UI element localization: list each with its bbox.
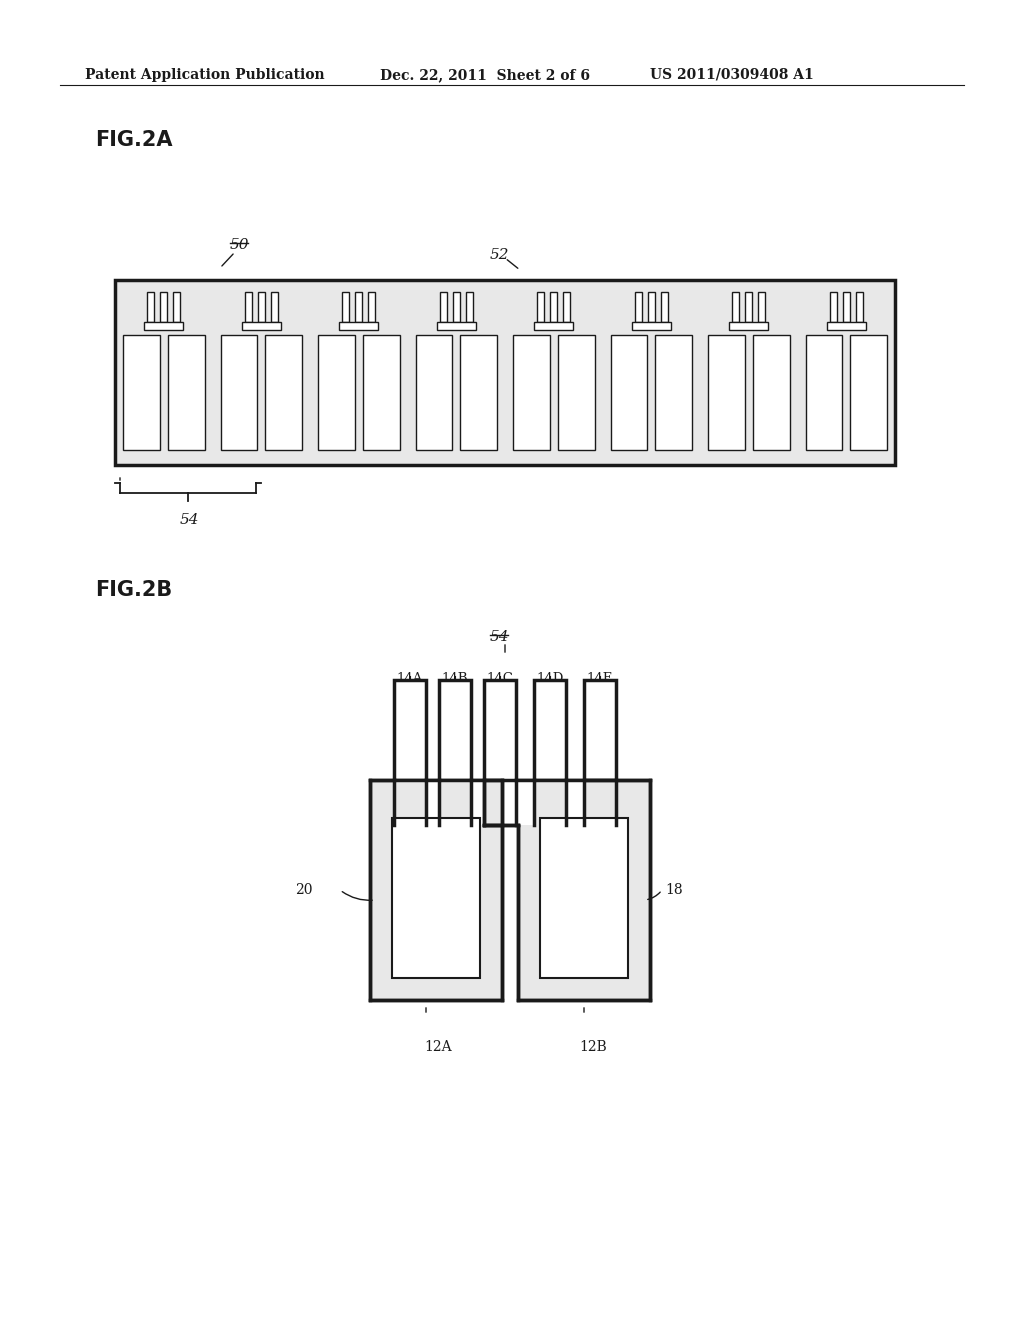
Bar [535,322,573,330]
Bar [584,680,616,780]
Bar [369,292,375,322]
Bar [540,818,628,978]
Bar [745,292,753,322]
Bar [460,335,497,450]
Bar [392,818,480,978]
Text: 14E: 14E [587,672,613,685]
Bar [439,292,446,322]
Text: 50: 50 [230,238,250,252]
Bar [826,322,865,330]
Text: 52: 52 [490,248,510,261]
Text: 18: 18 [665,883,683,898]
Bar [242,322,281,330]
Bar [635,292,642,322]
Text: Patent Application Publication: Patent Application Publication [85,69,325,82]
Bar [538,292,544,322]
Text: 12A: 12A [424,1040,452,1053]
Bar [270,292,278,322]
Text: 14A: 14A [397,672,423,685]
Bar [732,292,739,322]
Bar [567,780,583,825]
Bar [173,292,180,322]
Text: US 2011/0309408 A1: US 2011/0309408 A1 [650,69,814,82]
Text: 14B: 14B [441,672,468,685]
Text: FIG.2A: FIG.2A [95,129,172,150]
Bar [362,335,399,450]
Bar [518,780,650,1001]
Bar [115,280,895,465]
Bar [123,335,160,450]
Bar [550,292,557,322]
Bar [144,322,183,330]
Bar [563,292,570,322]
Bar [439,680,471,780]
Bar [168,335,205,450]
Bar [342,292,349,322]
Text: 12B: 12B [579,1040,607,1053]
Bar [318,335,354,450]
Bar [427,780,438,825]
Text: Dec. 22, 2011  Sheet 2 of 6: Dec. 22, 2011 Sheet 2 of 6 [380,69,590,82]
Bar [806,335,843,450]
Bar [843,292,850,322]
Text: 14C: 14C [486,672,513,685]
Bar [632,322,671,330]
Text: 20: 20 [295,883,312,898]
Bar [355,292,362,322]
Bar [258,292,265,322]
Bar [655,335,692,450]
Bar [708,335,744,450]
Bar [660,292,668,322]
Bar [339,322,378,330]
Bar [610,335,647,450]
Bar [472,780,483,825]
Bar [370,780,502,1001]
Bar [829,292,837,322]
Bar [453,292,460,322]
Bar [729,322,768,330]
Bar [437,322,476,330]
Bar [850,335,887,450]
Bar [648,292,654,322]
Bar [758,292,765,322]
Bar [534,680,566,780]
Text: 54: 54 [180,513,200,527]
Bar [558,335,595,450]
Bar [220,335,257,450]
Bar [265,335,302,450]
Text: FIG.2B: FIG.2B [95,579,172,601]
Bar [856,292,863,322]
Bar [160,292,167,322]
Bar [147,292,155,322]
Bar [513,335,550,450]
Bar [245,292,252,322]
Bar [517,780,534,825]
Bar [484,680,516,780]
Bar [394,680,426,780]
Bar [466,292,473,322]
Bar [753,335,790,450]
Text: 14D: 14D [537,672,563,685]
Text: 54: 54 [490,630,510,644]
Bar [416,335,453,450]
